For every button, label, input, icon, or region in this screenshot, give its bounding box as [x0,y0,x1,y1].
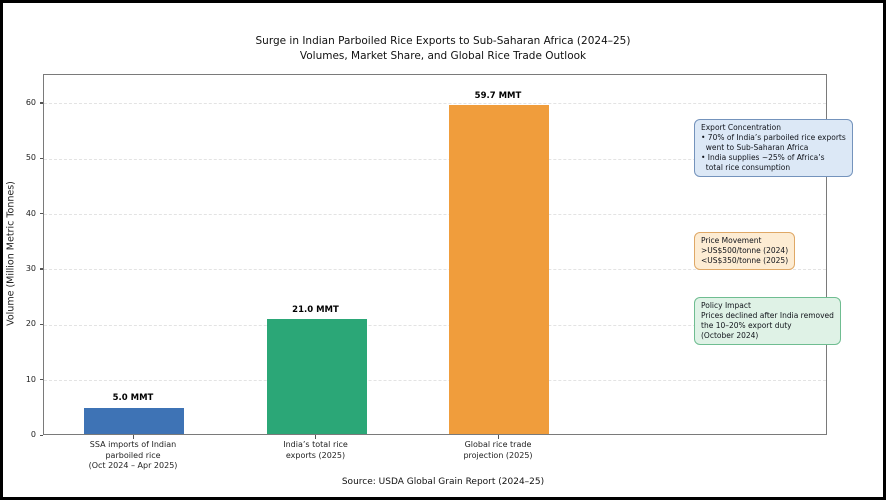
x-tick-mark [132,435,134,439]
gridline-y50 [44,158,826,160]
y-tick-label: 10 [25,374,36,384]
y-tick-label: 30 [25,263,36,273]
y-tick-label: 40 [25,208,36,218]
y-tick-mark [39,157,43,159]
y-tick-mark [39,102,43,104]
y-tick-label: 20 [25,319,36,329]
gridline-y10 [44,380,826,382]
y-tick-mark [39,268,43,270]
bar-1 [266,319,367,434]
bar-2 [449,104,549,434]
x-tick-mark [315,435,317,439]
x-category-label: SSA imports of Indian parboiled rice (Oc… [88,440,178,470]
gridline-y40 [44,214,826,216]
y-tick-label: 60 [25,97,36,107]
chart-title-line1: Surge in Indian Parboiled Rice Exports t… [255,35,631,47]
gridline-y60 [44,103,826,105]
gridline-y30 [44,269,826,271]
x-category-label: India’s total rice exports (2025) [283,440,348,460]
bar-value-label: 59.7 MMT [474,90,522,101]
chart-title-line2: Volumes, Market Share, and Global Rice T… [299,50,587,62]
bar-value-label: 21.0 MMT [292,304,339,315]
chart-title: Surge in Indian Parboiled Rice Exports t… [3,34,883,64]
source-caption: Source: USDA Global Grain Report (2024–2… [341,477,545,487]
annotation-box-0: Export Concentration • 70% of India’s pa… [694,119,853,177]
bar-0 [84,407,184,434]
x-tick-mark [497,435,499,439]
gridline-y20 [44,324,826,326]
y-tick-label: 0 [30,430,36,439]
bar-value-label: 5.0 MMT [112,393,154,404]
y-tick-mark [39,434,43,436]
x-category-label: Global rice trade projection (2025) [463,440,533,460]
y-tick-mark [39,379,43,381]
annotation-box-1: Price Movement >US$500/tonne (2024) <US$… [694,232,796,270]
y-tick-mark [39,323,43,325]
annotation-box-2: Policy Impact Prices declined after Indi… [694,297,841,345]
y-tick-mark [39,213,43,215]
y-tick-label: 50 [25,153,36,163]
